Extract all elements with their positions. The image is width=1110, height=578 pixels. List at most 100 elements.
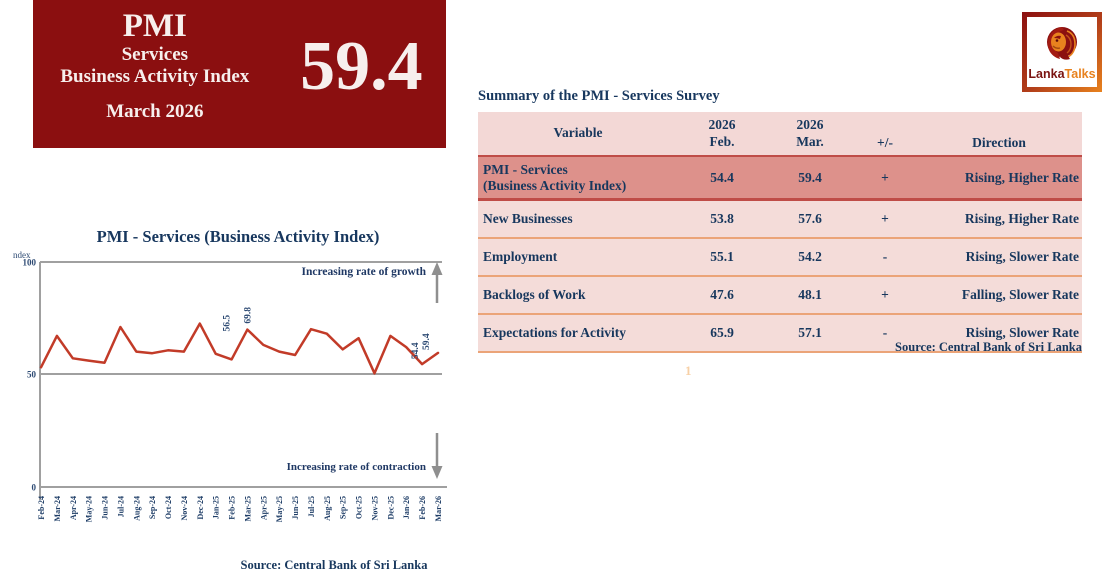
row-mar-value: 57.1	[798, 325, 822, 340]
x-axis-tick-label: Feb-25	[228, 496, 237, 520]
col-header-feb-month: Feb.	[709, 133, 735, 149]
x-axis-tick-label: Jan-26	[402, 496, 411, 519]
x-axis-tick-label: Aug-24	[132, 496, 141, 521]
y-axis-label: ndex	[13, 250, 31, 260]
row-change: +	[881, 169, 889, 185]
table-row-employment: Employment 55.1 54.2 - Rising, Slower Ra…	[478, 239, 1082, 277]
x-axis-tick-label: Jul-25	[307, 496, 316, 517]
row-direction: Rising, Slower Rate	[965, 249, 1079, 264]
row-variable: Backlogs of Work	[483, 287, 586, 303]
pmi-line-chart: PMI - Services (Business Activity Index)…	[10, 215, 462, 578]
lankatalks-logo: LankaTalks	[1022, 12, 1102, 92]
data-point-label: 54.4	[411, 342, 421, 359]
x-axis-tick-label: Apr-24	[69, 496, 78, 520]
row-direction: Falling, Slower Rate	[961, 287, 1079, 302]
row-change: -	[882, 325, 888, 340]
col-header-change: +/-	[877, 134, 893, 150]
table-row-new-businesses: New Businesses 53.8 57.6 + Rising, Highe…	[478, 201, 1082, 239]
x-axis-tick-label: Jan-25	[212, 496, 221, 519]
pmi-series-line	[39, 322, 440, 375]
table-row-pmi-services: PMI - Services (Business Activity Index)…	[478, 155, 1082, 201]
row-direction: Rising, Slower Rate	[965, 325, 1079, 340]
y-tick-0: 0	[32, 483, 37, 493]
row-change: +	[881, 287, 889, 302]
card-period: March 2026	[106, 101, 204, 123]
logo-inner: LankaTalks	[1027, 17, 1097, 87]
row-feb-value: 65.9	[710, 325, 734, 340]
x-axis-tick-label: Jun-24	[101, 496, 110, 520]
row-variable: Expectations for Activity	[483, 325, 626, 341]
x-axis-tick-label: Aug-25	[323, 496, 332, 521]
data-point-label: 69.8	[243, 307, 253, 324]
x-axis-tick-label: Mar-26	[434, 496, 443, 521]
col-header-mar-month: Mar.	[796, 133, 824, 149]
contraction-annotation: Increasing rate of contraction	[287, 461, 426, 473]
logo-text-talks: Talks	[1064, 67, 1096, 82]
x-axis-tick-label: Nov-24	[180, 496, 189, 520]
row-direction: Rising, Higher Rate	[964, 211, 1079, 226]
row-variable: PMI - Services (Business Activity Index)	[483, 161, 627, 193]
x-axis-tick-label: Mar-24	[53, 496, 62, 521]
data-point-label: 59.4	[422, 333, 432, 350]
row-feb-value: 54.4	[710, 169, 734, 185]
row-feb-value: 53.8	[710, 211, 734, 226]
x-axis-tick-label: Dec-25	[386, 496, 395, 520]
card-subtitle-services: Services	[121, 43, 189, 65]
x-axis-tick-label: Dec-24	[196, 496, 205, 520]
row-feb-value: 55.1	[710, 249, 734, 264]
row-mar-value: 48.1	[798, 287, 822, 302]
col-header-variable: Variable	[553, 125, 603, 141]
up-arrow-icon	[431, 262, 443, 303]
col-header-feb-year: 2026	[708, 117, 736, 133]
x-axis-tick-label: Sep-25	[339, 496, 348, 519]
x-axis-tick-label: Jun-25	[291, 496, 300, 520]
y-tick-100: 100	[23, 258, 37, 268]
table-header-row: Variable 2026 Feb. 2026 Mar. +/- Directi…	[478, 112, 1082, 155]
row-mar-value: 59.4	[798, 169, 822, 185]
row-change: +	[881, 211, 889, 226]
pmi-header-card: PMI Services Business Activity Index Mar…	[33, 0, 446, 148]
table-title: Summary of the PMI - Services Survey	[478, 88, 720, 104]
print-artifact: 1	[685, 363, 692, 378]
chart-source-note: Source: Central Bank of Sri Lanka	[240, 558, 428, 572]
col-header-mar: 2026 Mar.	[766, 112, 854, 155]
col-header-direction: Direction	[972, 134, 1026, 150]
x-axis-tick-label: Jul-24	[116, 496, 125, 517]
x-axis-tick-label: May-24	[85, 496, 94, 522]
y-tick-50: 50	[27, 370, 37, 380]
headline-index-value: 59.4	[300, 28, 423, 105]
card-title: PMI	[122, 8, 187, 44]
chart-canvas: PMI - Services (Business Activity Index)…	[13, 227, 447, 522]
row-feb-value: 47.6	[710, 287, 734, 302]
x-axis-labels: Feb-24 Mar-24 Apr-24 May-24 Jun-24 Jul-24 Aug-…	[37, 496, 443, 522]
down-arrow-icon	[431, 433, 443, 479]
table-source-note: Source: Central Bank of Sri Lanka	[895, 340, 1082, 354]
table-row-expectations: Expectations for Activity 65.9 57.1 - Ri…	[478, 315, 1082, 353]
x-axis-tick-label: Oct-24	[164, 496, 173, 519]
x-axis-tick-label: May-25	[275, 496, 284, 522]
table-row-backlogs: Backlogs of Work 47.6 48.1 + Falling, Sl…	[478, 277, 1082, 315]
x-axis-tick-label: Feb-24	[37, 496, 46, 520]
col-header-mar-year: 2026	[796, 117, 824, 133]
row-mar-value: 54.2	[798, 249, 822, 264]
card-subtitle-index: Business Activity Index	[60, 66, 250, 88]
col-header-feb: 2026 Feb.	[678, 112, 766, 155]
row-variable: New Businesses	[483, 211, 573, 227]
data-point-label: 56.5	[223, 315, 233, 332]
lion-icon	[1047, 27, 1077, 60]
header-card-text: PMI Services Business Activity Index Mar…	[33, 0, 277, 148]
row-change: -	[882, 249, 888, 264]
x-axis-tick-label: Sep-24	[148, 496, 157, 519]
logo-wordmark: LankaTalks	[1028, 68, 1095, 81]
x-axis-tick-label: Nov-25	[370, 496, 379, 520]
x-axis-tick-label: Apr-25	[259, 496, 268, 520]
x-axis-tick-label: Mar-25	[243, 496, 252, 521]
row-mar-value: 57.6	[798, 211, 822, 226]
row-direction: Rising, Higher Rate	[964, 169, 1079, 185]
row-variable: Employment	[483, 249, 558, 265]
chart-title: PMI - Services (Business Activity Index)	[97, 227, 380, 246]
growth-annotation: Increasing rate of growth	[302, 266, 427, 278]
logo-text-lanka: Lanka	[1028, 67, 1065, 82]
x-axis-tick-label: Oct-25	[355, 496, 364, 519]
x-axis-tick-label: Feb-26	[418, 496, 427, 520]
